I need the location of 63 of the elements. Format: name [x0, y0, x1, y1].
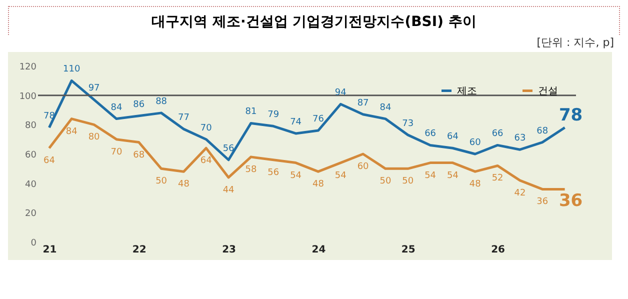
data-label: 78: [558, 106, 583, 126]
y-tick-label: 0: [30, 238, 37, 248]
data-label: 60: [469, 138, 482, 148]
legend-label: 건설: [538, 86, 558, 97]
text: [단위 : 지수, p]: [536, 35, 614, 50]
data-label: 88: [156, 96, 168, 107]
x-tick-label: 21: [42, 244, 57, 256]
data-label: 36: [536, 197, 548, 208]
data-label: 80: [88, 132, 100, 143]
data-label: 84: [110, 102, 122, 113]
data-label: 64: [43, 156, 56, 166]
data-label: 81: [245, 107, 257, 118]
y-tick-label: 60: [25, 150, 37, 160]
data-label: 84: [66, 126, 78, 137]
data-label: 56: [222, 144, 235, 154]
data-label: 68: [133, 150, 145, 160]
x-tick-label: 24: [312, 244, 326, 256]
data-label: 50: [156, 176, 168, 187]
x-tick-label: 23: [222, 244, 236, 256]
data-label: 48: [469, 180, 482, 190]
data-label: 79: [268, 110, 280, 120]
data-label: 64: [446, 132, 459, 142]
data-label: 42: [514, 188, 526, 198]
data-label: 77: [178, 113, 190, 124]
x-tick-label: 25: [401, 244, 416, 256]
data-label: 63: [514, 134, 526, 144]
data-label: 73: [402, 118, 414, 129]
data-label: 64: [200, 156, 212, 166]
data-label: 36: [558, 191, 583, 212]
data-label: 70: [110, 147, 122, 158]
data-label: 48: [178, 180, 190, 190]
data-label: 76: [312, 114, 324, 125]
y-tick-label: 20: [25, 209, 37, 220]
data-label: 60: [357, 162, 370, 172]
data-label: 66: [424, 129, 436, 140]
y-tick-label: 40: [25, 180, 37, 190]
data-label: 54: [446, 170, 459, 181]
data-label: 54: [290, 170, 302, 181]
y-tick-label: 80: [25, 121, 37, 132]
data-label: 87: [357, 98, 369, 108]
data-label: 54: [424, 170, 436, 181]
data-label: 44: [222, 185, 235, 196]
y-tick-label: 100: [19, 92, 37, 102]
x-tick-label: 26: [491, 244, 506, 256]
data-label: 86: [133, 100, 145, 110]
y-tick-label: 120: [19, 62, 37, 72]
data-label: 97: [88, 84, 100, 94]
data-label: 50: [402, 176, 414, 187]
data-label: 48: [312, 180, 324, 190]
data-label: 84: [380, 102, 392, 113]
data-label: 50: [380, 176, 392, 187]
data-label: 54: [334, 170, 347, 181]
data-label: 110: [63, 64, 80, 75]
data-label: 66: [492, 129, 504, 140]
data-label: 58: [245, 164, 257, 175]
data-label: 56: [268, 168, 280, 178]
x-tick-label: 22: [132, 244, 146, 256]
data-label: 68: [536, 126, 548, 136]
data-label: 74: [290, 117, 302, 128]
data-label: 70: [200, 123, 212, 134]
legend-label: 제조: [457, 86, 477, 97]
data-label: 52: [492, 174, 504, 184]
chart-title: 대구지역 제조·건설업 기업경기전망지수(BSI) 추이: [8, 6, 620, 35]
